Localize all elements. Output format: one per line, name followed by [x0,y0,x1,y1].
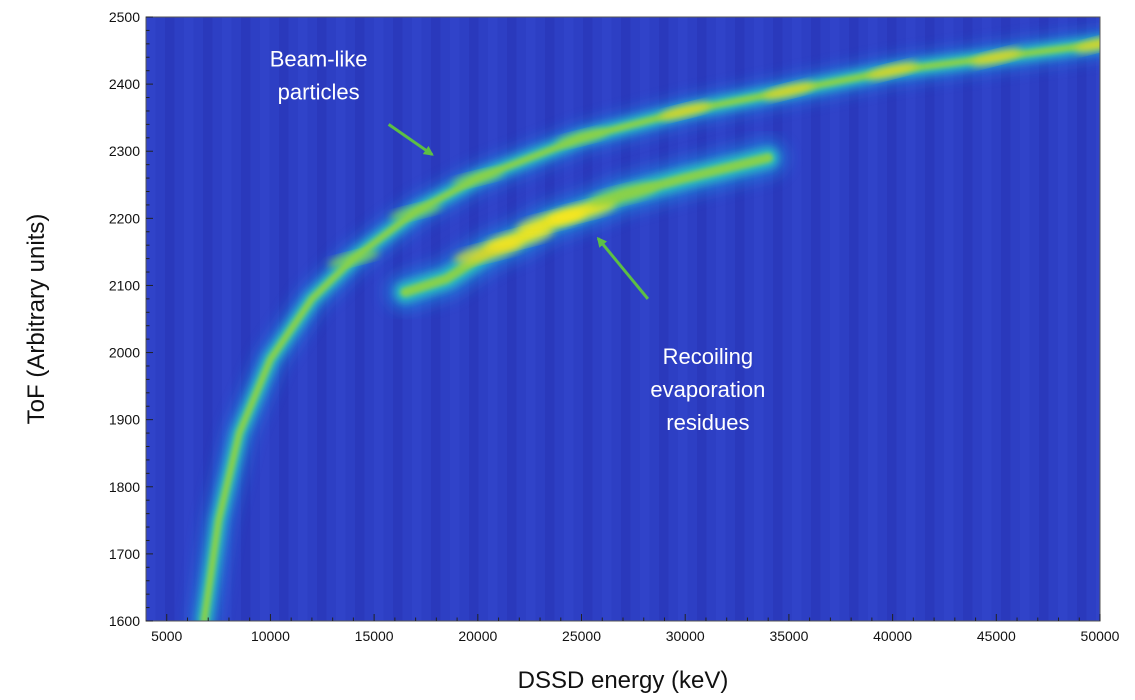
annotation-label: particles [278,79,360,104]
stripe [450,17,460,621]
stripe [469,17,479,621]
annotation: Beam-like particles [270,46,434,156]
data-point [328,250,379,268]
y-tick-label: 1800 [109,479,140,495]
stripe [507,17,517,621]
stripe [260,17,270,621]
stripe [1001,17,1011,621]
data-point [588,183,658,207]
stripe [336,17,346,621]
y-tick-label: 2300 [109,143,140,159]
stripe [830,17,840,621]
data-point [867,62,918,80]
annotation: Recoiling evaporation residues [596,236,765,435]
annotations: Beam-like particles Recoiling evaporation re… [270,46,766,434]
stripe [393,17,403,621]
x-axis-title: DSSD energy (keV) [518,667,729,694]
annotation-label: residues [666,410,749,435]
stripe [184,17,194,621]
x-tick-label: 25000 [562,628,601,644]
y-tick-label: 2500 [109,9,140,25]
x-tick-label: 10000 [251,628,290,644]
stripe [982,17,992,621]
data-point [1074,35,1100,53]
stripe [488,17,498,621]
stripe [792,17,802,621]
stripe [811,17,821,621]
x-tick-label: 20000 [458,628,497,644]
stripe [374,17,384,621]
column-stripes [146,17,1100,621]
heatmap-band [384,137,789,313]
stripe [735,17,745,621]
stripe [564,17,574,621]
y-tick-label: 1900 [109,412,140,428]
stripe [146,17,156,621]
stripe [583,17,593,621]
stripe [621,17,631,621]
stripe [165,17,175,621]
stripe [355,17,365,621]
annotation-label: evaporation [650,377,765,402]
x-tick-label: 30000 [666,628,705,644]
stripe [697,17,707,621]
stripe [868,17,878,621]
y-tick-label: 1600 [109,613,140,629]
stripe [925,17,935,621]
stripe [716,17,726,621]
annotation-label: Beam-like [270,46,368,71]
y-tick-label: 1700 [109,546,140,562]
y-axis: 1600 1700 1800 1900 2000 2100 2200 2300 2400 2500 [109,9,153,629]
stripe [944,17,954,621]
data-point [971,48,1022,66]
stripe [222,17,232,621]
y-tick-label: 2000 [109,345,140,361]
y-axis-title: ToF (Arbitrary units) [23,214,50,425]
stripe [1020,17,1030,621]
data-point [556,129,607,147]
x-tick-label: 50000 [1081,628,1120,644]
stripe [906,17,916,621]
x-tick-label: 35000 [769,628,808,644]
stripe [963,17,973,621]
stripe [678,17,688,621]
data-point [763,82,815,100]
stripe [203,17,213,621]
y-tick-label: 2100 [109,277,140,293]
stripe [602,17,612,621]
stripe [1096,17,1100,621]
annotation-arrow [387,123,434,156]
stripe [849,17,859,621]
stripe [887,17,897,621]
x-tick-label: 45000 [977,628,1016,644]
stripe [241,17,251,621]
data-point [452,169,504,187]
x-tick-label: 15000 [355,628,394,644]
annotation-label: Recoiling [663,344,754,369]
stripe [317,17,327,621]
y-tick-label: 2200 [109,210,140,226]
stripe [640,17,650,621]
x-tick-label: 40000 [873,628,912,644]
x-axis: 5000 10000 15000 20000 25000 30000 35000 40000 4… [151,614,1120,644]
stripe [1039,17,1049,621]
stripe [1077,17,1087,621]
stripe [1058,17,1068,621]
annotation-arrow [596,236,650,300]
stripe [659,17,669,621]
stripe [412,17,422,621]
stripe [526,17,536,621]
stripe [431,17,441,621]
data-point [485,226,554,251]
data-point [659,102,711,120]
stripe [545,17,555,621]
y-tick-label: 2400 [109,76,140,92]
stripe [754,17,764,621]
data-point [390,203,441,221]
stripe [773,17,783,621]
x-tick-label: 5000 [151,628,182,644]
heatmap-bands [189,28,1100,621]
heatmap-band [189,28,1100,621]
